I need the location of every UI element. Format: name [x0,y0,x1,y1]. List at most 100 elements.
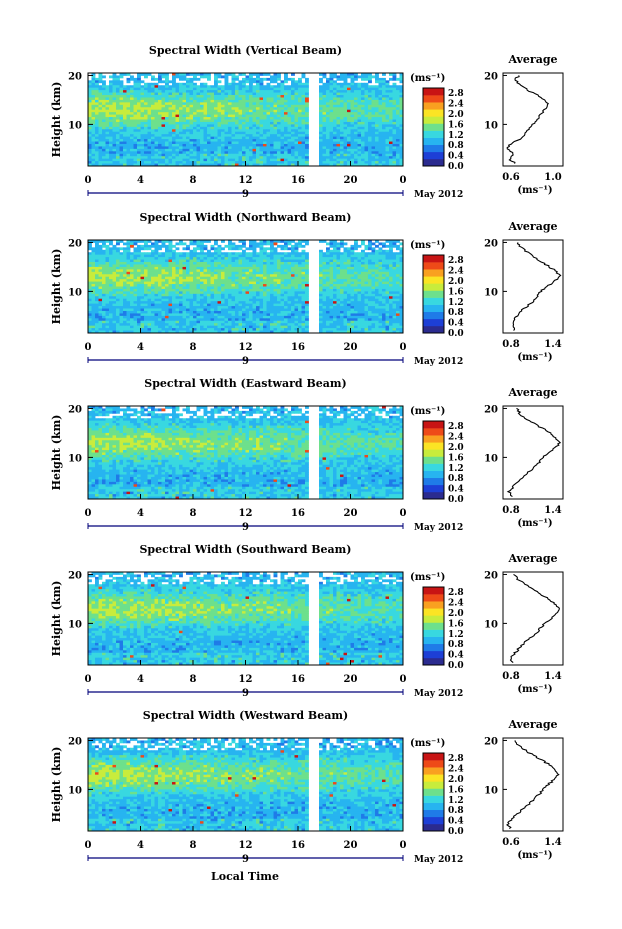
heatmap-cell [186,119,190,123]
heatmap-cell [340,259,344,263]
heatmap-cell [137,291,141,295]
heatmap-cell [336,269,341,273]
heatmap-cell [399,129,404,133]
heatmap-cell [91,276,96,280]
heatmap-cell [228,129,232,133]
heatmap-cell [347,153,351,157]
heatmap-cell [112,264,117,268]
heatmap-cell [98,293,103,297]
heatmap-cell [368,271,372,275]
heatmap-cell [193,85,197,89]
heatmap-cell [203,146,208,150]
heatmap-cell [95,244,99,248]
heatmap-cell [189,276,194,280]
heatmap-cell [147,264,152,268]
heatmap-cell [172,284,176,287]
heatmap-cell [368,269,372,273]
heatmap-cell [144,264,148,268]
heatmap-cell [259,90,264,93]
heatmap-cell [179,112,183,116]
heatmap-cell [140,293,145,297]
heatmap-cell [291,85,295,89]
heatmap-cell [294,242,299,246]
heatmap-cell [158,276,162,280]
heatmap-cell [221,254,225,258]
heatmap-cell [231,92,236,96]
heatmap-cell [354,266,358,270]
heatmap-cell [182,141,187,145]
heatmap-cell [98,77,103,81]
heatmap-cell [322,97,327,101]
heatmap-cell [245,114,250,118]
heatmap-cell [343,274,348,278]
heatmap-cell [91,112,96,116]
heatmap-cell [217,99,222,103]
heatmap-cell [242,131,246,135]
heatmap-cell [186,87,190,91]
heatmap-cell [133,242,138,246]
heatmap-cell [259,163,264,167]
heatmap-cell [291,291,295,295]
heatmap-cell [347,129,351,133]
heatmap-cell [364,117,369,120]
heatmap-cell [119,112,124,116]
heatmap-cell [287,139,292,142]
heatmap-cell [294,95,299,98]
heatmap-cell [329,262,334,265]
heatmap-cell [298,240,302,243]
heatmap-cell [168,102,173,106]
heatmap-cell [193,266,197,270]
heatmap-cell [165,119,169,123]
heatmap-cell [238,252,243,256]
heatmap-cell [322,126,327,130]
heatmap-cell [217,291,222,295]
heatmap-cell [112,82,117,86]
heatmap-cell [371,109,376,113]
heatmap-cell [154,117,159,120]
heatmap-cell [228,112,232,116]
heatmap-cell [88,271,92,275]
heatmap-cell [287,119,292,123]
heatmap-cell [140,136,145,140]
heatmap-cell [207,85,211,89]
heatmap-cell [340,141,344,145]
heatmap-cell [389,97,393,101]
heatmap-cell [242,129,246,133]
heatmap-cell [326,161,330,164]
heatmap-cell [133,139,138,142]
heatmap-cell [151,97,155,101]
heatmap-cell [224,117,229,120]
heatmap-cell [392,117,397,120]
heatmap-cell [294,107,299,111]
heatmap-cell [105,259,110,263]
heatmap-cell [193,163,197,167]
heatmap-cell [231,134,236,138]
heatmap-cell [350,156,355,160]
heatmap-cell [182,161,187,164]
heatmap-cell [249,126,253,130]
heatmap-cell [207,252,211,256]
heatmap-cell [151,254,155,258]
heatmap-cell [375,77,379,81]
heatmap-cell [287,95,292,98]
heatmap-cell [350,158,355,162]
heatmap-cell [98,291,103,295]
heatmap-cell [277,126,281,130]
heatmap-cell [182,242,187,246]
heatmap-cell [112,284,117,287]
heatmap-cell [385,109,390,113]
heatmap-cell [137,281,141,285]
heatmap-cell [175,92,180,96]
heatmap-cell [196,117,201,120]
heatmap-cell [389,121,393,125]
heatmap-cell [161,104,166,108]
heatmap-cell [340,124,344,128]
heatmap-cell [175,99,180,103]
heatmap-cell [382,286,386,290]
heatmap-cell [350,80,355,84]
heatmap-cell [168,124,173,128]
heatmap-cell [322,161,327,164]
heatmap-cell [214,247,218,251]
heatmap-cell [242,163,246,167]
heatmap-cell [221,148,225,152]
